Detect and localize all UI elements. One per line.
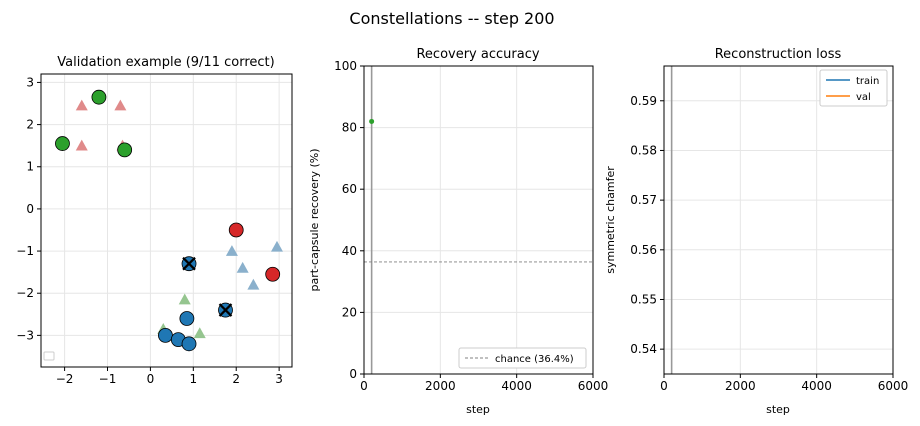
scatter-circle-point [55, 136, 70, 151]
scatter-ytick-label: 2 [26, 118, 34, 132]
scatter-triangle-point [270, 240, 283, 252]
accuracy-xtick-label: 4000 [501, 379, 532, 393]
scatter-triangle-point [236, 261, 249, 273]
accuracy-panel: Recovery accuracy 0 2000 4000 6000 0 20 40 60 80… [308, 47, 608, 416]
loss-ytick-label: 0.59 [630, 94, 657, 108]
accuracy-ytick-label: 0 [349, 367, 357, 381]
accuracy-xtick-label: 0 [360, 379, 368, 393]
scatter-triangle-point [75, 99, 88, 111]
accuracy-ytick-label: 60 [342, 182, 357, 196]
scatter-title: Validation example (9/11 correct) [57, 55, 274, 70]
scatter-circle-point [158, 327, 173, 343]
scatter-grid [41, 74, 292, 367]
accuracy-xtick-label: 2000 [425, 379, 456, 393]
loss-ticks: 0 2000 4000 6000 0.54 0.55 0.56 0.57 0.58 0.59 [630, 94, 908, 393]
scatter-ytick-label: −2 [16, 286, 34, 300]
accuracy-ytick-label: 100 [334, 59, 357, 73]
loss-xtick-label: 0 [660, 379, 668, 393]
scatter-triangle-point [75, 139, 88, 151]
loss-xtick-label: 6000 [878, 379, 909, 393]
scatter-plot-frame [40, 73, 293, 368]
accuracy-legend: chance (36.4%) [458, 347, 587, 369]
accuracy-data-point [369, 118, 375, 124]
loss-xlabel: step [766, 403, 790, 416]
loss-plot-frame [663, 65, 894, 375]
scatter-ytick-label: −3 [16, 328, 34, 342]
loss-ytick-label: 0.56 [630, 243, 657, 257]
accuracy-plot-frame [363, 65, 594, 375]
scatter-triangle-point [178, 293, 191, 305]
loss-ytick-label: 0.58 [630, 143, 657, 157]
scatter-ticks: −2 −1 0 1 2 3 −3 −2 −1 0 1 2 3 [16, 75, 283, 386]
scatter-ytick-label: −1 [16, 244, 34, 258]
scatter-circle-point [179, 311, 195, 326]
accuracy-ylabel: part-capsule recovery (%) [308, 149, 321, 292]
scatter-xtick-label: 3 [275, 372, 283, 386]
scatter-triangle-point [193, 327, 206, 339]
loss-legend-train-label: train [856, 76, 879, 87]
accuracy-ticks: 0 2000 4000 6000 0 20 40 60 80 100 [334, 59, 608, 393]
scatter-circle-point [228, 222, 244, 238]
scatter-panel: Validation example (9/11 correct) −2 −1 0 1… [16, 55, 293, 386]
scatter-triangle-point [114, 99, 127, 111]
figure-title: Constellations -- step 200 [349, 9, 554, 28]
scatter-xtick-label: 0 [147, 372, 155, 386]
loss-ytick-label: 0.57 [630, 193, 657, 207]
scatter-xtick-label: 2 [232, 372, 240, 386]
loss-title: Reconstruction loss [715, 47, 842, 62]
scatter-circle-point [181, 336, 197, 352]
accuracy-ytick-label: 80 [342, 121, 357, 135]
scatter-xtick-label: −1 [99, 372, 117, 386]
scatter-triangle-point [225, 245, 238, 256]
accuracy-title: Recovery accuracy [416, 47, 539, 62]
loss-legend-box [819, 69, 888, 107]
scatter-circle-point [265, 266, 281, 282]
scatter-triangle-point [247, 278, 260, 290]
accuracy-xtick-label: 6000 [578, 379, 609, 393]
scatter-ytick-label: 0 [26, 202, 34, 216]
accuracy-marks [364, 66, 593, 374]
accuracy-ytick-label: 20 [342, 305, 357, 319]
loss-xtick-label: 4000 [801, 379, 832, 393]
scatter-legend-box [43, 351, 55, 361]
scatter-circle-point [117, 142, 133, 158]
scatter-ytick-label: 1 [26, 160, 34, 174]
scatter-xtick-label: −2 [56, 372, 74, 386]
loss-ytick-label: 0.54 [630, 342, 657, 356]
loss-legend-val-label: val [856, 92, 871, 103]
scatter-circle-point [91, 89, 107, 105]
loss-legend: train val [819, 69, 888, 107]
loss-panel: Reconstruction loss 0 2000 4000 6000 0.54 0.5… [604, 47, 908, 416]
accuracy-legend-box [458, 347, 587, 369]
loss-ylabel: symmetric chamfer [604, 166, 617, 274]
loss-grid [663, 66, 894, 374]
accuracy-ytick-label: 40 [342, 244, 357, 258]
scatter-marks [55, 89, 283, 352]
accuracy-legend-chance-label: chance (36.4%) [495, 354, 574, 365]
scatter-ytick-label: 3 [26, 75, 34, 89]
scatter-xtick-label: 1 [189, 372, 197, 386]
scatter-cross-marker [182, 256, 196, 271]
accuracy-xlabel: step [466, 403, 490, 416]
loss-ytick-label: 0.55 [630, 292, 657, 306]
loss-xtick-label: 2000 [725, 379, 756, 393]
accuracy-grid [363, 65, 594, 375]
scatter-cross-marker [218, 303, 233, 317]
